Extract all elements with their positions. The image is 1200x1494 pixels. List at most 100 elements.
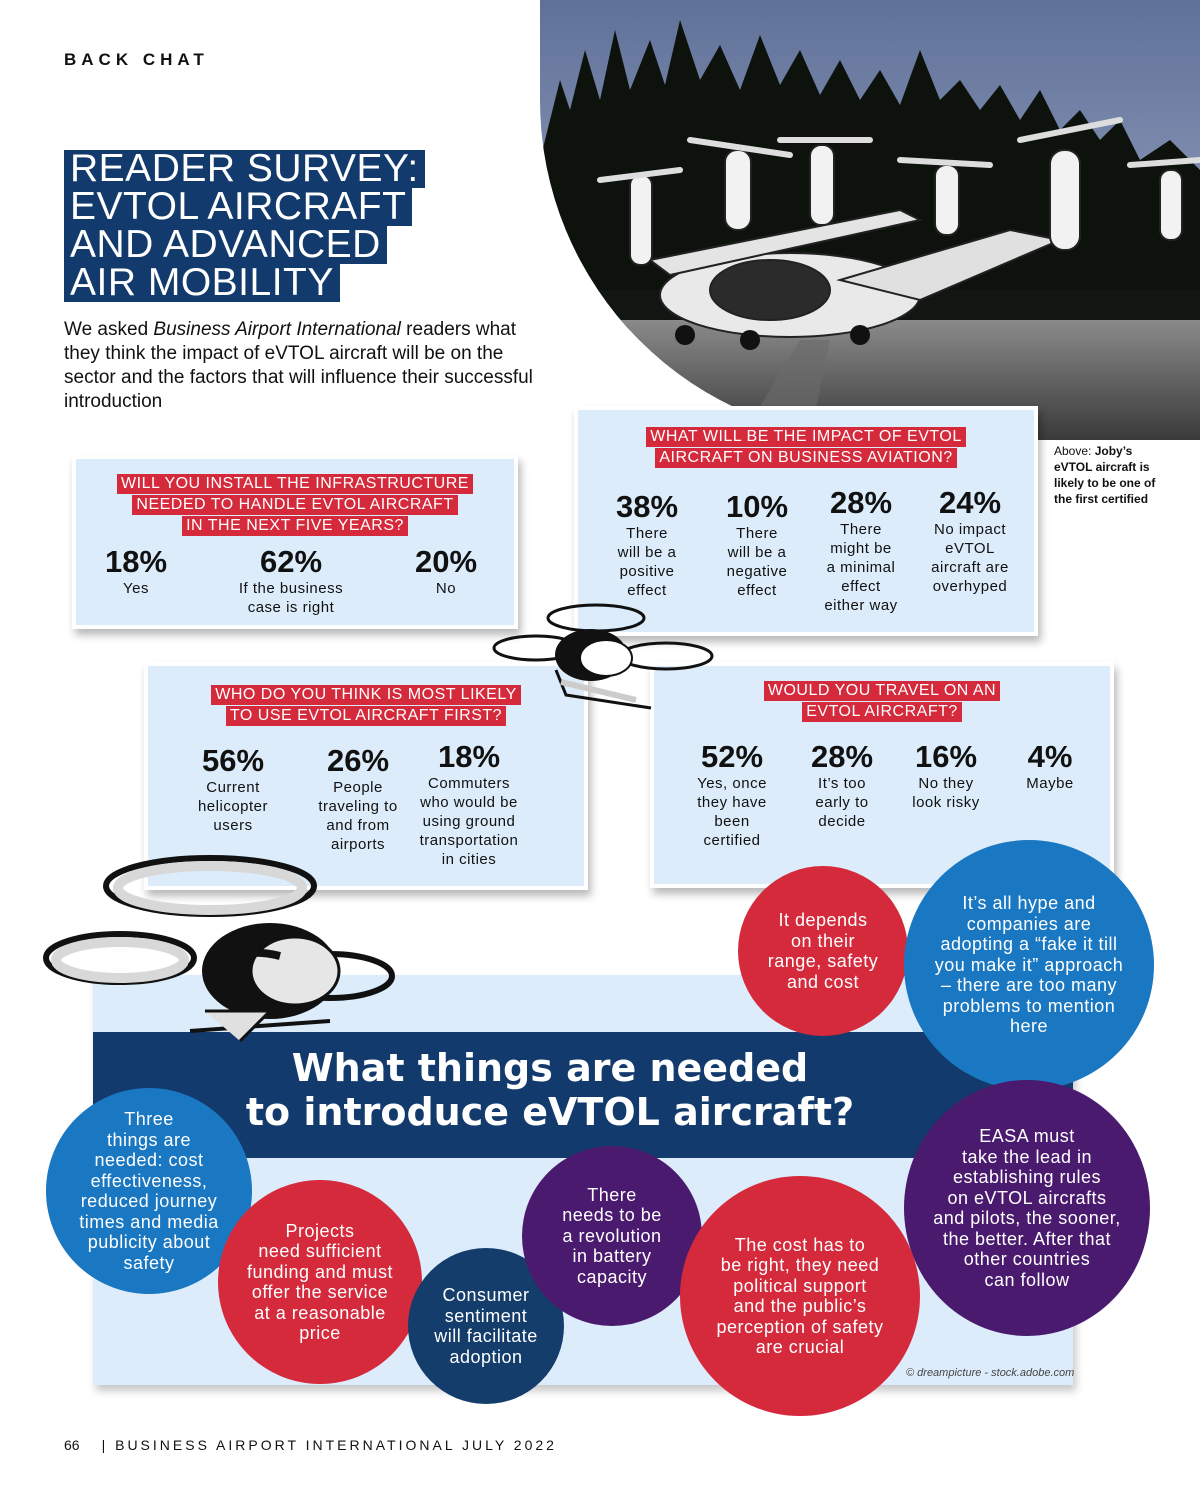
opinion-bubble: The cost has to be right, they need poli… <box>680 1176 920 1416</box>
stat-label: overhyped <box>932 578 1008 595</box>
stat-percent: 20% <box>414 544 478 579</box>
drone-illustration-small <box>486 600 726 720</box>
bubble-line: EASA must <box>979 1126 1075 1146</box>
stat-percent: 26% <box>326 743 390 778</box>
stat-percent: 62% <box>259 544 323 579</box>
survey-users: WHO DO YOU THINK IS MOST LIKELY TO USE E… <box>144 662 588 890</box>
bubble-line: publicity about <box>87 1232 211 1252</box>
stat-label: decide <box>818 813 866 830</box>
bubble-line: companies are <box>966 913 1092 934</box>
survey-question: WILL YOU INSTALL THE INFRASTRUCTURE NEED… <box>76 473 514 536</box>
image-credit: © dreampicture - stock.adobe.com <box>906 1367 1075 1379</box>
stat-label: Commuters <box>427 775 510 792</box>
stat-label: If the business <box>238 580 344 597</box>
bubble-line: in battery <box>572 1246 652 1267</box>
bubble-line: take the lead in <box>961 1146 1093 1167</box>
stat-item: 28% It’s too early to decide <box>790 740 894 831</box>
bubble-line: It depends <box>778 910 868 930</box>
drone-illustration-large <box>40 846 400 1056</box>
opinion-bubble: Projects need sufficient funding and mus… <box>218 1180 422 1384</box>
bubble-line: will facilitate <box>434 1326 538 1346</box>
bubble-line: sentiment <box>444 1305 528 1326</box>
stat-item: 28% There might be a minimal effect eith… <box>806 486 916 615</box>
question-line: WOULD YOU TRAVEL ON AN <box>763 681 1001 701</box>
bubble-line: things are <box>106 1129 192 1150</box>
bubble-line: on eVTOL aircrafts <box>947 1187 1107 1208</box>
stat-percent: 18% <box>437 739 501 774</box>
stat-label: Maybe <box>1026 775 1074 792</box>
stat-label: a minimal <box>826 559 896 576</box>
question-line: AIRCRAFT ON BUSINESS AVIATION? <box>655 448 957 468</box>
stat-item: 62% If the business case is right <box>206 545 376 617</box>
bubble-line: other countries <box>963 1249 1091 1269</box>
intro-after: readers what they think the impact of eV… <box>64 319 533 412</box>
stat-label: Current <box>206 779 260 796</box>
question-line: EVTOL AIRCRAFT? <box>802 702 962 722</box>
stat-item: 18% Commuters who would be using ground … <box>404 740 534 869</box>
stat-label: either way <box>824 597 898 614</box>
bubble-line: adopting a “fake it till <box>940 934 1118 955</box>
stat-item: 18% Yes <box>86 545 186 598</box>
bubble-line: The cost has to <box>734 1234 866 1255</box>
stat-item: 4% Maybe <box>1002 740 1098 793</box>
title-line-2: EVTOL AIRCRAFT <box>64 187 413 226</box>
stat-label: It’s too <box>818 775 866 792</box>
stat-percent: 16% <box>914 739 978 774</box>
bubble-line: political support <box>733 1275 867 1296</box>
publication-name: | BUSINESS AIRPORT INTERNATIONAL JULY 20… <box>101 1437 557 1453</box>
bubble-line: need sufficient <box>258 1241 382 1261</box>
opinion-bubble: EASA must take the lead in establishing … <box>904 1080 1150 1336</box>
intro-publication: Business Airport International <box>153 319 401 340</box>
stat-label: There <box>626 525 668 542</box>
evtol-photo <box>540 0 1200 440</box>
stat-label: effect <box>627 582 667 599</box>
opinion-bubble: It depends on their range, safety and co… <box>738 866 908 1036</box>
caption-prefix: Above: <box>1054 444 1095 458</box>
stat-item: 10% There will be a negative effect <box>704 490 810 600</box>
stat-label: airports <box>330 836 386 853</box>
stat-label: who would be <box>420 794 518 811</box>
bubble-line: effectiveness, <box>90 1170 208 1191</box>
caption-bold: Joby’s eVTOL aircraft is likely to be on… <box>1054 444 1156 506</box>
survey-question: WHO DO YOU THINK IS MOST LIKELY TO USE E… <box>148 684 584 726</box>
title-line-1: READER SURVEY: <box>64 149 425 188</box>
stat-label: in cities <box>441 851 497 868</box>
stat-percent: 52% <box>700 739 764 774</box>
bubble-line: a revolution <box>562 1225 662 1246</box>
question-line: WHO DO YOU THINK IS MOST LIKELY <box>211 685 521 705</box>
bubble-line: offer the service <box>251 1282 389 1302</box>
stat-percent: 56% <box>201 743 265 778</box>
stat-item: 56% Current helicopter users <box>178 744 288 835</box>
stat-label: users <box>213 817 253 834</box>
stat-label: will be a <box>727 544 787 561</box>
stat-item: 52% Yes, once they have been certified <box>680 740 784 850</box>
needs-title-line: to introduce eVTOL aircraft? <box>245 1090 855 1134</box>
bubble-line: needed: cost <box>94 1150 204 1170</box>
bubble-line: problems to mention <box>942 995 1116 1016</box>
stat-label: transportation <box>419 832 519 849</box>
stat-label: People <box>333 779 383 796</box>
survey-question: WOULD YOU TRAVEL ON AN EVTOL AIRCRAFT? <box>654 680 1110 722</box>
bubble-line: It’s all hype and <box>962 893 1096 914</box>
stat-percent: 18% <box>104 544 168 579</box>
needs-title-line: What things are needed <box>291 1046 809 1090</box>
bubble-line: the better. After that <box>942 1228 1112 1249</box>
bubble-line: – there are too many <box>940 975 1118 996</box>
stat-item: 16% No they look risky <box>894 740 998 812</box>
stat-label: might be <box>830 540 892 557</box>
bubble-line: times and media <box>79 1211 219 1232</box>
bubble-line: Projects <box>285 1220 355 1241</box>
question-line: WHAT WILL BE THE IMPACT OF EVTOL <box>646 427 966 447</box>
bubble-line: safety <box>123 1252 175 1273</box>
bubble-line: price <box>299 1323 341 1343</box>
bubble-line: perception of safety <box>716 1316 884 1337</box>
stat-label: and from <box>326 817 390 834</box>
bubble-line: Consumer <box>442 1285 530 1305</box>
stat-label: No <box>435 580 457 597</box>
question-line: NEEDED TO HANDLE EVTOL AIRCRAFT <box>132 495 458 515</box>
stat-label: case is right <box>247 599 335 616</box>
bubble-line: range, safety <box>767 951 879 971</box>
bubble-line: are crucial <box>755 1337 845 1357</box>
page-title: READER SURVEY: EVTOL AIRCRAFT AND ADVANC… <box>64 149 484 302</box>
stat-label: positive <box>619 563 675 580</box>
